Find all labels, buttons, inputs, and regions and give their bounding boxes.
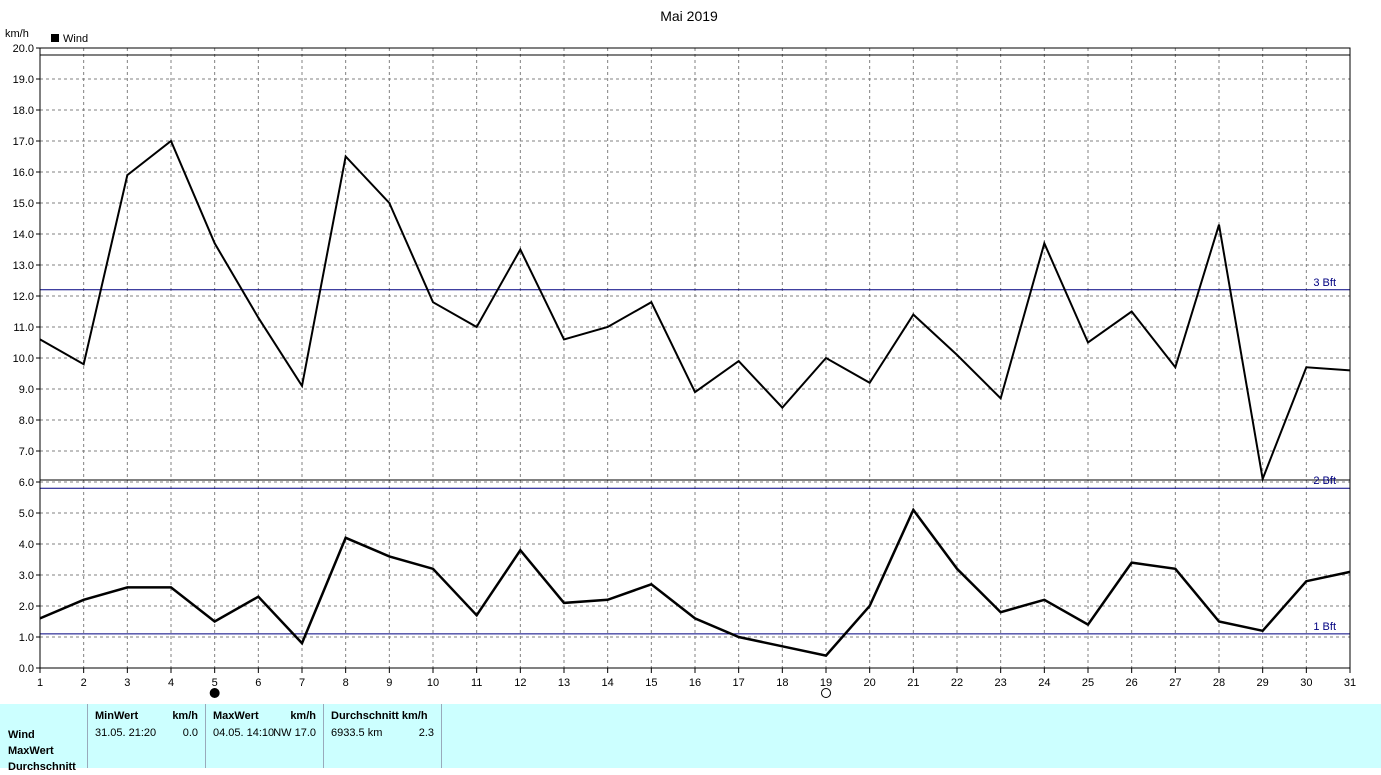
x-tick-label: 7 — [299, 677, 305, 689]
wind-chart: Mai 2019 km/h Wind 1 Bft 2 Bft 3 Bft 0.0 1.… — [5, 8, 1356, 698]
max-date: 04.05. 14:10 — [213, 727, 275, 739]
x-tick-label: 23 — [995, 677, 1007, 689]
row-label-durchschnitt: Durchschnitt — [8, 761, 76, 773]
x-tick-label: 14 — [602, 677, 614, 689]
series-line — [39, 139, 1351, 483]
row-label-maxwert: MaxWert — [8, 745, 54, 757]
series-lines — [39, 139, 1351, 657]
min-date: 31.05. 21:20 — [95, 727, 157, 739]
y-tick-label: 13.0 — [13, 260, 34, 272]
x-tick-label: 16 — [689, 677, 701, 689]
x-tick-label: 22 — [951, 677, 963, 689]
x-tick-label: 27 — [1169, 677, 1181, 689]
x-tick-label: 26 — [1126, 677, 1138, 689]
min-header: MinWert — [95, 710, 139, 722]
y-tick-label: 3.0 — [19, 570, 34, 582]
x-tick-label: 29 — [1257, 677, 1269, 689]
x-tick-label: 12 — [514, 677, 526, 689]
y-axis-unit: km/h — [5, 28, 29, 40]
y-tick-label: 8.0 — [19, 415, 34, 427]
y-tick-label: 16.0 — [13, 167, 34, 179]
y-tick-label: 5.0 — [19, 508, 34, 520]
x-tick-label: 10 — [427, 677, 439, 689]
x-tick-label: 5 — [212, 677, 218, 689]
x-tick-label: 4 — [168, 677, 174, 689]
y-tick-label: 6.0 — [19, 477, 34, 489]
bft-label: 2 Bft — [1313, 475, 1336, 487]
max-value: NW 17.0 — [273, 727, 316, 739]
x-axis: 1 2 3 4 5 6 7 8 9 10 11 12 13 14 15 16 17 18 19 20 21 22 23 24 2… — [37, 668, 1356, 689]
y-tick-label: 1.0 — [19, 632, 34, 644]
y-tick-label: 11.0 — [13, 322, 34, 334]
bft-label: 3 Bft — [1313, 277, 1336, 289]
x-tick-label: 11 — [471, 677, 482, 689]
plot-frame — [39, 47, 1351, 669]
y-tick-label: 0.0 — [19, 663, 34, 675]
statistics-panel: Wind MaxWert Durchschnitt MinWert km/h 3… — [0, 704, 1381, 773]
y-tick-label: 17.0 — [13, 136, 34, 148]
max-column: MaxWert km/h 04.05. 14:10 NW 17.0 — [205, 704, 323, 768]
x-tick-label: 3 — [124, 677, 130, 689]
avg-column: Durchschnitt km/h 6933.5 km 2.3 — [323, 704, 441, 768]
x-tick-label: 1 — [37, 677, 43, 689]
x-tick-label: 25 — [1082, 677, 1094, 689]
avg-value: 2.3 — [418, 727, 434, 739]
y-tick-label: 14.0 — [13, 229, 34, 241]
y-tick-label: 18.0 — [13, 105, 34, 117]
x-tick-label: 30 — [1300, 677, 1312, 689]
avg-distance: 6933.5 km — [331, 727, 383, 739]
full-moon-marker — [821, 688, 831, 698]
x-tick-label: 31 — [1344, 677, 1356, 689]
moon-phase-markers — [209, 688, 831, 698]
stats-end-divider — [441, 704, 442, 768]
min-unit: km/h — [172, 710, 198, 722]
x-tick-label: 13 — [558, 677, 570, 689]
x-tick-label: 28 — [1213, 677, 1225, 689]
chart-title: Mai 2019 — [660, 8, 718, 24]
y-tick-label: 19.0 — [13, 74, 34, 86]
new-moon-marker — [209, 688, 220, 698]
y-axis: 0.0 1.0 2.0 3.0 4.0 5.0 6.0 7.0 8.0 9.0 10.0 11.0 12… — [13, 43, 40, 675]
min-column: MinWert km/h 31.05. 21:20 0.0 — [87, 704, 205, 768]
x-tick-label: 20 — [864, 677, 876, 689]
max-header: MaxWert — [213, 710, 259, 722]
x-tick-label: 15 — [645, 677, 657, 689]
x-tick-label: 9 — [386, 677, 392, 689]
legend-label: Wind — [63, 33, 88, 45]
series-line — [39, 507, 1351, 657]
y-tick-label: 7.0 — [19, 446, 34, 458]
x-tick-label: 19 — [820, 677, 832, 689]
y-tick-label: 12.0 — [13, 291, 34, 303]
beaufort-lines: 1 Bft 2 Bft 3 Bft — [40, 277, 1350, 635]
max-unit: km/h — [290, 710, 316, 722]
y-tick-label: 20.0 — [13, 43, 34, 55]
y-tick-label: 9.0 — [19, 384, 34, 396]
y-tick-label: 10.0 — [13, 353, 34, 365]
x-tick-label: 17 — [733, 677, 745, 689]
avg-header: Durchschnitt km/h — [331, 710, 428, 722]
grid — [40, 48, 1350, 668]
x-tick-label: 24 — [1038, 677, 1050, 689]
min-value: 0.0 — [182, 727, 198, 739]
bft-label: 1 Bft — [1313, 621, 1336, 633]
x-tick-label: 21 — [907, 677, 919, 689]
y-tick-label: 2.0 — [19, 601, 34, 613]
x-tick-label: 2 — [81, 677, 87, 689]
x-tick-label: 6 — [255, 677, 261, 689]
y-tick-label: 4.0 — [19, 539, 34, 551]
legend-swatch — [51, 34, 59, 42]
x-tick-label: 18 — [776, 677, 788, 689]
row-label-wind: Wind — [8, 729, 35, 741]
x-tick-label: 8 — [343, 677, 349, 689]
y-tick-label: 15.0 — [13, 198, 34, 210]
